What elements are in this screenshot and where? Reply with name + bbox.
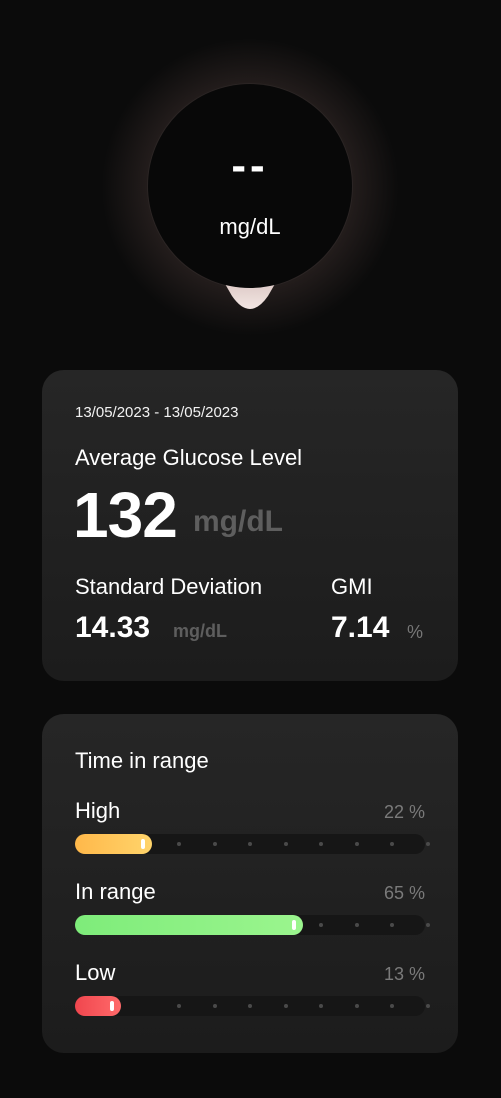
gauge-unit: mg/dL bbox=[219, 214, 281, 239]
track-dot bbox=[248, 1004, 252, 1008]
track-dot bbox=[425, 842, 430, 846]
standard-deviation-unit: mg/dL bbox=[173, 621, 227, 641]
average-glucose-label: Average Glucose Level bbox=[75, 445, 303, 470]
gauge-circle: -- mg/dL bbox=[148, 84, 352, 288]
fill-knob bbox=[292, 920, 296, 930]
standard-deviation-label: Standard Deviation bbox=[75, 574, 263, 599]
range-fill-low bbox=[75, 996, 121, 1016]
range-fill-in-range bbox=[75, 915, 303, 935]
range-fill-high bbox=[75, 834, 152, 854]
fill-knob bbox=[110, 1001, 114, 1011]
range-percent-high: 22 % bbox=[383, 802, 425, 822]
glucose-gauge: -- mg/dL bbox=[0, 0, 501, 340]
track-dot bbox=[390, 842, 394, 846]
track-dot bbox=[283, 842, 288, 846]
track-dot bbox=[248, 842, 252, 846]
time-in-range-title: Time in range bbox=[75, 748, 209, 773]
standard-deviation-value: 14.33 bbox=[75, 611, 151, 644]
range-label-in-range: In range bbox=[75, 879, 156, 904]
range-track-high bbox=[75, 834, 430, 854]
range-percent-in-range: 65 % bbox=[383, 883, 425, 903]
track-dot bbox=[319, 1004, 323, 1008]
gmi-value: 7.14 bbox=[331, 611, 390, 644]
track-dot bbox=[354, 1004, 359, 1008]
track-dot bbox=[354, 923, 359, 927]
gmi-unit: % bbox=[407, 622, 424, 642]
track-dot bbox=[177, 842, 181, 846]
track-dot bbox=[425, 923, 430, 927]
glucose-stats-card: 13/05/2023 - 13/05/2023 Average Glucose … bbox=[42, 370, 458, 681]
track-dot bbox=[319, 842, 323, 846]
track-dot bbox=[425, 1004, 430, 1008]
range-label-low: Low bbox=[75, 960, 116, 985]
average-glucose-value: 132 bbox=[73, 479, 178, 551]
range-percent-low: 13 % bbox=[383, 964, 425, 984]
track-dot bbox=[177, 1004, 181, 1008]
track-dots bbox=[75, 834, 430, 854]
gmi-label: GMI bbox=[331, 574, 373, 599]
range-label-high: High bbox=[75, 798, 121, 823]
track-dot bbox=[390, 1004, 394, 1008]
average-glucose-unit: mg/dL bbox=[193, 505, 283, 538]
time-in-range-card: Time in range High 22 % In range 65 % bbox=[42, 714, 458, 1053]
track-dot bbox=[319, 923, 323, 927]
track-dot bbox=[212, 842, 217, 846]
track-dots bbox=[75, 996, 430, 1016]
range-track-in-range bbox=[75, 915, 430, 935]
range-row-low: Low 13 % bbox=[75, 959, 430, 1019]
gauge-value: -- bbox=[231, 141, 269, 190]
track-dot bbox=[212, 1004, 217, 1008]
track-dot bbox=[354, 842, 359, 846]
date-range: 13/05/2023 - 13/05/2023 bbox=[75, 404, 239, 421]
track-dot bbox=[283, 1004, 288, 1008]
range-row-in-range: In range 65 % bbox=[75, 878, 430, 938]
range-track-low bbox=[75, 996, 430, 1016]
fill-knob bbox=[141, 839, 145, 849]
range-row-high: High 22 % bbox=[75, 797, 430, 857]
track-dot bbox=[390, 923, 394, 927]
